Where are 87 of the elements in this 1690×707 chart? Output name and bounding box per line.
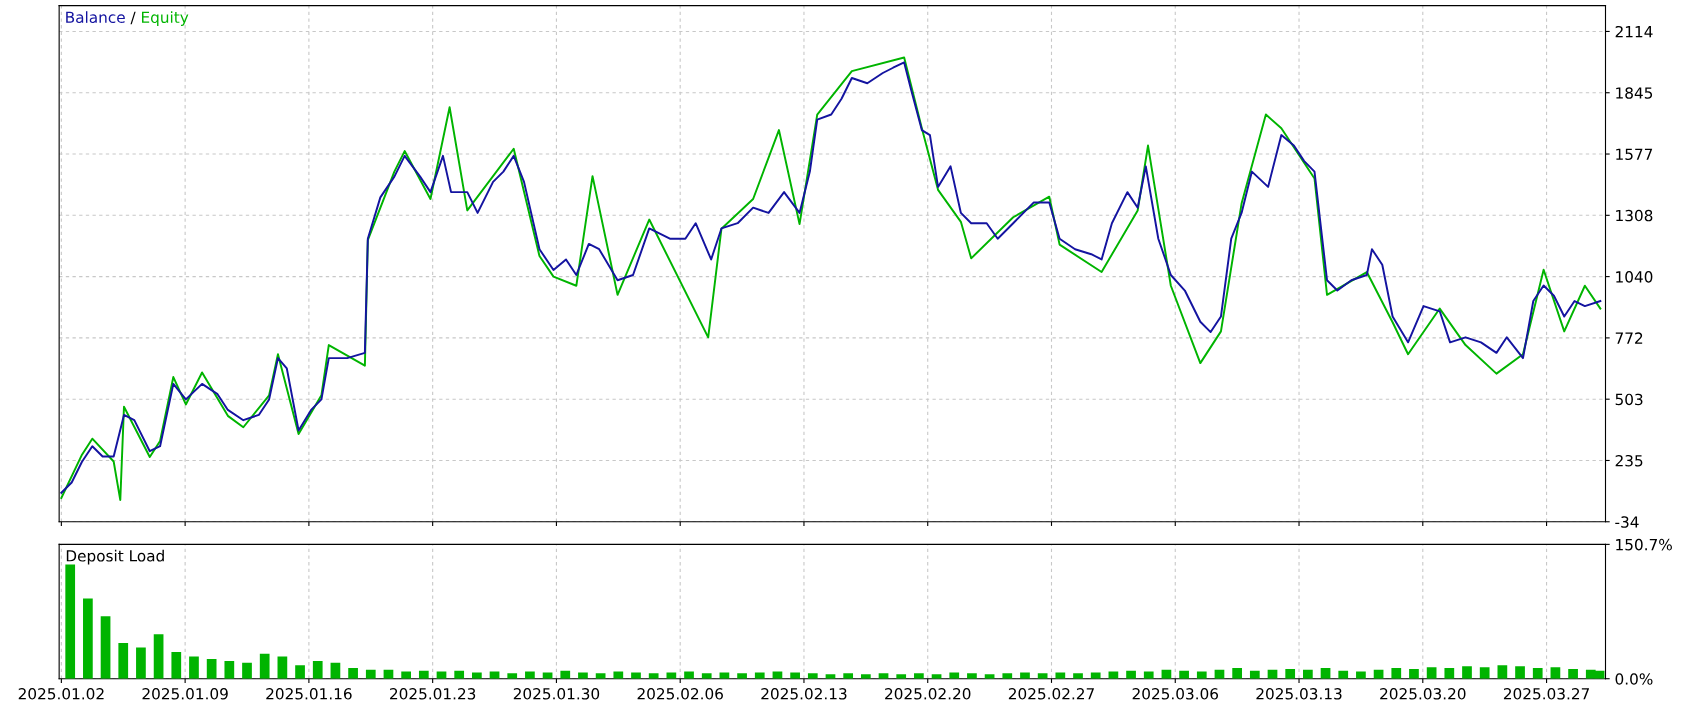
bar xyxy=(807,673,818,679)
x-tick-label: 2025.03.20 xyxy=(1380,688,1466,700)
text: Equity xyxy=(142,11,189,26)
bar xyxy=(1037,673,1048,679)
bar xyxy=(136,647,146,679)
y-tick-label: 1577 xyxy=(1616,148,1653,161)
bar xyxy=(666,672,677,679)
bar xyxy=(83,598,93,679)
y-tick-label: 772 xyxy=(1615,332,1643,344)
annotation: / xyxy=(130,11,136,25)
bar xyxy=(224,660,235,679)
y-tick-label: 150.7% xyxy=(1616,538,1672,551)
bar xyxy=(171,651,182,679)
bar xyxy=(860,674,871,679)
bar xyxy=(578,672,588,679)
y-tick-label: 235 xyxy=(1615,454,1643,467)
bar xyxy=(242,662,252,679)
bar xyxy=(295,665,305,679)
x-tick-label: 2025.01.30 xyxy=(513,688,600,700)
x-tick-label: 2025.02.06 xyxy=(637,688,723,700)
bar xyxy=(189,656,199,679)
bar xyxy=(1179,670,1189,679)
bar xyxy=(754,672,765,679)
x-tick-label: 2025.01.02 xyxy=(18,688,104,700)
bar xyxy=(1232,668,1243,679)
bar xyxy=(1002,673,1013,679)
bar xyxy=(100,616,111,679)
bar xyxy=(737,673,747,679)
bar xyxy=(914,673,924,679)
bar xyxy=(1249,670,1260,679)
bar xyxy=(65,564,76,679)
bar xyxy=(348,668,358,679)
bar xyxy=(843,673,854,679)
bar xyxy=(1338,670,1349,679)
bar xyxy=(365,669,376,679)
bar xyxy=(967,673,977,679)
bar xyxy=(1515,666,1525,679)
bar xyxy=(206,659,217,679)
y-tick-label: 0.0% xyxy=(1615,673,1653,685)
bar xyxy=(418,670,429,679)
y-tick-label: -34 xyxy=(1615,516,1639,528)
bar xyxy=(259,653,270,679)
y-tick-label: 2114 xyxy=(1615,25,1653,38)
bar xyxy=(790,672,800,679)
bar xyxy=(472,672,482,679)
bar xyxy=(1126,670,1136,679)
bar xyxy=(1444,668,1455,679)
x-tick-label: 2025.03.06 xyxy=(1132,688,1219,700)
bar xyxy=(507,673,518,679)
y-tick-label: 503 xyxy=(1615,393,1643,406)
bar xyxy=(1409,668,1419,679)
bar xyxy=(277,656,288,679)
bar xyxy=(118,643,129,679)
x-tick-label: 2025.02.27 xyxy=(1008,688,1094,700)
x-tick-label: 2025.01.09 xyxy=(142,688,228,700)
x-tick-label: 2025.03.27 xyxy=(1503,688,1589,700)
bar xyxy=(1285,668,1296,679)
chart-title: Deposit Load xyxy=(66,549,164,565)
bar xyxy=(1479,667,1490,679)
bar xyxy=(1568,668,1578,679)
text: Balance xyxy=(66,11,125,24)
bar xyxy=(1020,672,1030,679)
x-tick-label: 2025.03.13 xyxy=(1256,688,1342,700)
bar xyxy=(1532,668,1543,679)
y-tick-label: 1308 xyxy=(1616,209,1653,222)
bar xyxy=(896,674,907,679)
y-tick-label: 1040 xyxy=(1616,271,1653,283)
x-tick-label: 2025.01.16 xyxy=(266,688,352,700)
bar xyxy=(1073,673,1083,679)
y-tick-label: 1845 xyxy=(1616,87,1653,99)
bar xyxy=(949,672,960,679)
bar xyxy=(1391,668,1402,679)
x-tick-label: 2025.01.23 xyxy=(390,688,476,700)
bar xyxy=(631,672,641,679)
bar xyxy=(1462,666,1472,679)
bar xyxy=(1090,672,1101,679)
bar xyxy=(153,634,164,679)
bar xyxy=(1055,672,1066,679)
bar xyxy=(1497,665,1508,679)
bar xyxy=(1303,669,1313,679)
bar xyxy=(701,673,712,679)
bar xyxy=(648,673,659,679)
bar xyxy=(454,670,465,679)
bar xyxy=(560,670,571,679)
x-tick-label: 2025.02.13 xyxy=(761,688,847,700)
x-tick-label: 2025.02.20 xyxy=(885,688,971,700)
bar xyxy=(312,660,323,679)
